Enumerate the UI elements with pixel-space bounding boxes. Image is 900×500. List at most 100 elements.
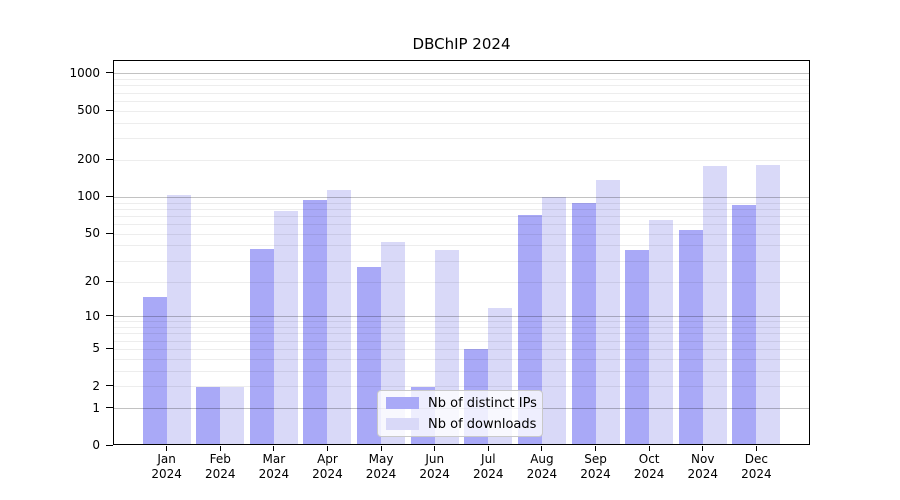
bar-downloads-oct <box>649 219 674 444</box>
chart-title: DBChIP 2024 <box>412 35 511 53</box>
x-tick-label-aug: Aug 2024 <box>514 452 570 482</box>
x-tick-month-sep: Sep <box>584 452 607 466</box>
gridline-minor-800 <box>114 85 809 87</box>
x-tick-label-nov: Nov 2024 <box>675 452 731 482</box>
gridline-minor-600 <box>114 100 809 102</box>
gridline-minor-700 <box>114 92 809 94</box>
bar-distinct-ips-oct <box>625 250 650 444</box>
gridline-minor-300 <box>114 138 809 140</box>
gridline-minor-500 <box>114 110 809 112</box>
gridline-minor-90 <box>114 202 809 204</box>
bar-distinct-ips-dec <box>732 204 757 444</box>
bar-downloads-dec <box>756 165 781 444</box>
x-tick-year-apr: 2024 <box>312 467 343 481</box>
bar-downloads-feb <box>220 386 245 444</box>
y-tick-label-50: 50 <box>84 226 100 241</box>
x-tick-year-jun: 2024 <box>419 467 450 481</box>
bar-downloads-mar <box>273 211 298 444</box>
x-tick-sep <box>595 446 597 451</box>
x-tick-apr <box>326 446 328 451</box>
x-tick-label-mar: Mar 2024 <box>246 452 302 482</box>
x-tick-year-may: 2024 <box>365 467 397 481</box>
y-tick-label-1: 1 <box>92 400 100 415</box>
x-tick-label-jan: Jan 2024 <box>139 452 195 482</box>
y-tick-label-2: 2 <box>92 378 100 393</box>
y-tick-label-1000: 1000 <box>69 65 100 80</box>
x-tick-dec <box>755 446 757 451</box>
x-tick-year-feb: 2024 <box>204 467 236 481</box>
legend-label-downloads: Nb of downloads <box>428 416 537 432</box>
x-tick-month-feb: Feb <box>209 452 231 466</box>
y-tick-2 <box>106 385 113 387</box>
gridline-minor-5 <box>114 348 809 350</box>
legend-swatch-distinct-ips <box>386 397 419 409</box>
gridline-minor-70 <box>114 215 809 217</box>
bar-downloads-jan <box>166 194 191 444</box>
y-tick-5 <box>106 347 113 349</box>
x-tick-month-mar: Mar <box>262 452 286 466</box>
gridline-minor-20 <box>114 281 809 283</box>
x-tick-feb <box>219 446 221 451</box>
x-tick-label-jun: Jun 2024 <box>407 452 463 482</box>
y-tick-200 <box>106 158 113 160</box>
x-tick-month-apr: Apr <box>317 452 338 466</box>
legend: Nb of distinct IPs Nb of downloads <box>377 390 543 437</box>
y-tick-50 <box>106 232 113 234</box>
bar-downloads-aug <box>541 197 566 444</box>
x-tick-year-nov: 2024 <box>687 467 719 481</box>
x-tick-month-oct: Oct <box>638 452 660 466</box>
x-tick-month-aug: Aug <box>530 452 554 466</box>
gridline-minor-30 <box>114 260 809 262</box>
x-tick-year-mar: 2024 <box>258 467 290 481</box>
bar-distinct-ips-apr <box>303 200 328 444</box>
x-tick-year-aug: 2024 <box>526 467 558 481</box>
gridline-minor-200 <box>114 159 809 161</box>
bar-distinct-ips-nov <box>678 230 703 444</box>
y-tick-label-500: 500 <box>77 103 100 118</box>
bar-distinct-ips-feb <box>196 386 221 444</box>
x-tick-year-oct: 2024 <box>633 467 665 481</box>
legend-label-distinct-ips: Nb of distinct IPs <box>428 395 537 411</box>
x-tick-label-dec: Dec 2024 <box>728 452 784 482</box>
gridline-minor-9 <box>114 321 809 323</box>
gridline-minor-7 <box>114 333 809 335</box>
gridline-minor-3 <box>114 370 809 372</box>
y-tick-label-100: 100 <box>77 189 100 204</box>
x-tick-jun <box>434 446 436 451</box>
y-tick-label-5: 5 <box>92 341 100 356</box>
x-tick-year-jul: 2024 <box>473 467 504 481</box>
bar-distinct-ips-sep <box>571 203 596 444</box>
legend-entry-downloads: Nb of downloads <box>386 416 537 433</box>
y-tick-1000 <box>106 72 113 74</box>
gridline-minor-6 <box>114 340 809 342</box>
y-tick-label-20: 20 <box>84 274 100 288</box>
y-tick-label-10: 10 <box>84 308 100 323</box>
x-tick-year-jan: 2024 <box>151 467 182 481</box>
x-tick-jan <box>166 446 168 451</box>
x-tick-month-nov: Nov <box>691 452 715 466</box>
bar-downloads-nov <box>702 165 727 444</box>
x-tick-label-apr: Apr 2024 <box>299 452 355 482</box>
plot-area <box>113 60 810 445</box>
legend-entry-distinct-ips: Nb of distinct IPs <box>386 395 537 412</box>
x-tick-month-jan: Jan <box>157 452 176 466</box>
gridline-minor-2 <box>114 386 809 388</box>
gridline-major-1000 <box>114 73 809 75</box>
gridline-minor-50 <box>114 233 809 235</box>
gridline-minor-900 <box>114 79 809 81</box>
y-tick-100 <box>106 195 113 197</box>
x-tick-aug <box>541 446 543 451</box>
y-tick-500 <box>106 109 113 111</box>
gridline-minor-400 <box>114 122 809 124</box>
bar-distinct-ips-mar <box>249 248 274 444</box>
legend-swatch-downloads <box>386 418 419 430</box>
x-tick-month-jul: Jul <box>481 452 496 466</box>
y-tick-label-0: 0 <box>92 438 100 452</box>
x-tick-month-may: May <box>368 452 394 466</box>
x-tick-may <box>380 446 382 451</box>
y-tick-20 <box>106 280 113 282</box>
x-tick-label-jul: Jul 2024 <box>460 452 516 482</box>
bar-downloads-sep <box>595 180 620 444</box>
gridline-minor-8 <box>114 327 809 329</box>
y-tick-label-200: 200 <box>77 152 100 167</box>
